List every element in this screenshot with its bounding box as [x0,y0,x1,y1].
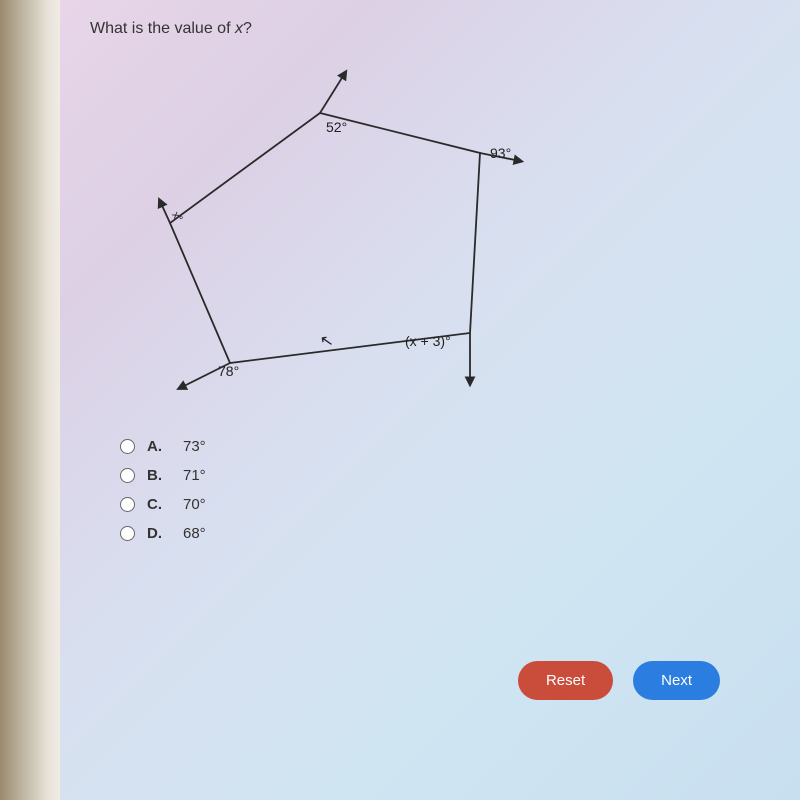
option-value: 73° [183,438,206,455]
radio-icon [120,526,135,541]
pentagon [170,113,480,363]
angle-label: (x + 3)° [405,333,451,349]
option-c[interactable]: C. 70° [120,496,770,513]
radio-icon [120,439,135,454]
question-suffix: ? [243,20,252,37]
angle-label: 78° [218,363,239,379]
diagram-svg [100,53,540,413]
option-b[interactable]: B. 71° [120,467,770,484]
option-d[interactable]: D. 68° [120,525,770,542]
question-text: What is the value of x? [90,20,770,38]
angle-label: 93° [490,145,511,161]
quiz-panel: What is the value of x? 52° 93° (x + 3)° 78… [60,0,800,800]
option-value: 70° [183,496,206,513]
geometry-diagram: 52°93°(x + 3)°78°x° ↖ [100,53,540,413]
option-a[interactable]: A. 73° [120,438,770,455]
action-buttons: Reset Next [518,661,720,700]
option-value: 71° [183,467,206,484]
radio-icon [120,468,135,483]
angle-label: 52° [326,119,347,135]
next-button[interactable]: Next [633,661,720,700]
question-prefix: What is the value of [90,20,235,37]
radio-icon [120,497,135,512]
option-value: 68° [183,525,206,542]
option-letter: B. [147,467,165,484]
question-variable: x [235,20,243,37]
option-letter: C. [147,496,165,513]
page-left-margin [0,0,60,800]
answer-options: A. 73° B. 71° C. 70° D. 68° [120,438,770,542]
option-letter: D. [147,525,165,542]
option-letter: A. [147,438,165,455]
reset-button[interactable]: Reset [518,661,613,700]
